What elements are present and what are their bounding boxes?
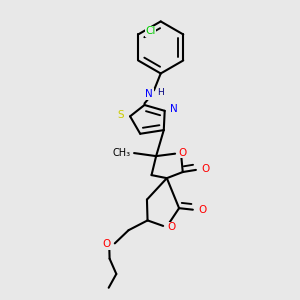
Text: O: O (198, 205, 206, 215)
Text: Cl: Cl (145, 26, 156, 36)
Text: O: O (168, 222, 176, 233)
Text: N: N (145, 89, 153, 99)
Text: CH₃: CH₃ (112, 148, 130, 158)
Text: O: O (178, 148, 187, 158)
Text: N: N (170, 104, 178, 114)
Text: O: O (201, 164, 209, 174)
Text: O: O (102, 239, 110, 249)
Text: H: H (157, 88, 164, 97)
Text: S: S (118, 110, 124, 120)
